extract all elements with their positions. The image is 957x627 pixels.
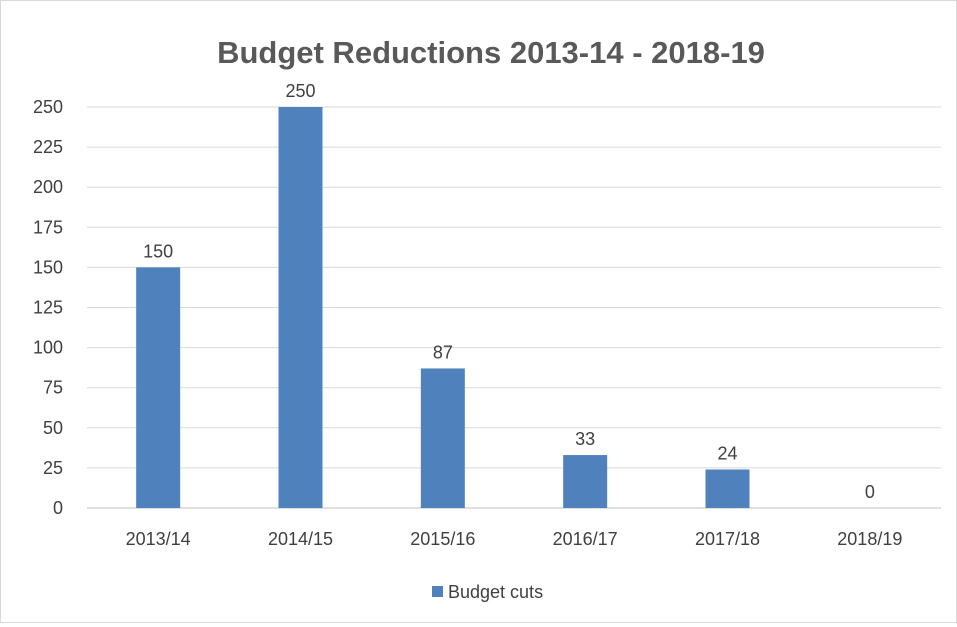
data-labels: 150 250 87 33 24 0 (143, 81, 875, 502)
x-tick-label: 2014/15 (268, 529, 333, 549)
y-tick-label: 200 (33, 177, 63, 197)
legend-label: Budget cuts (448, 582, 543, 602)
data-label: 24 (717, 444, 737, 464)
bar (563, 455, 608, 508)
y-tick-label: 175 (33, 217, 63, 237)
x-axis-ticks: 2013/14 2014/15 2015/16 2016/17 2017/18 2018/… (126, 529, 903, 549)
x-tick-label: 2017/18 (695, 529, 760, 549)
bar (278, 107, 323, 508)
bar (136, 267, 181, 508)
gridlines (87, 106, 941, 509)
data-label: 33 (575, 429, 595, 449)
chart-title: Budget Reductions 2013-14 - 2018-19 (217, 35, 765, 70)
y-tick-label: 25 (43, 458, 63, 478)
legend-swatch (432, 586, 443, 597)
x-tick-label: 2016/17 (553, 529, 618, 549)
y-tick-label: 125 (33, 298, 63, 318)
y-tick-label: 150 (33, 257, 63, 277)
y-tick-label: 0 (53, 498, 63, 518)
x-tick-label: 2013/14 (126, 529, 191, 549)
data-label: 150 (143, 241, 173, 261)
y-axis-ticks: 0 25 50 75 100 125 150 175 200 225 250 (33, 97, 63, 518)
data-label: 87 (433, 342, 453, 362)
bar (705, 469, 750, 508)
x-tick-label: 2015/16 (410, 529, 475, 549)
y-tick-label: 100 (33, 338, 63, 358)
data-label: 250 (285, 81, 315, 101)
bars (136, 107, 750, 508)
x-tick-label: 2018/19 (837, 529, 902, 549)
y-tick-label: 250 (33, 97, 63, 117)
legend: Budget cuts (432, 582, 543, 602)
y-tick-label: 225 (33, 137, 63, 157)
y-tick-label: 50 (43, 418, 63, 438)
bar (420, 368, 465, 508)
data-label: 0 (865, 482, 875, 502)
y-tick-label: 75 (43, 378, 63, 398)
